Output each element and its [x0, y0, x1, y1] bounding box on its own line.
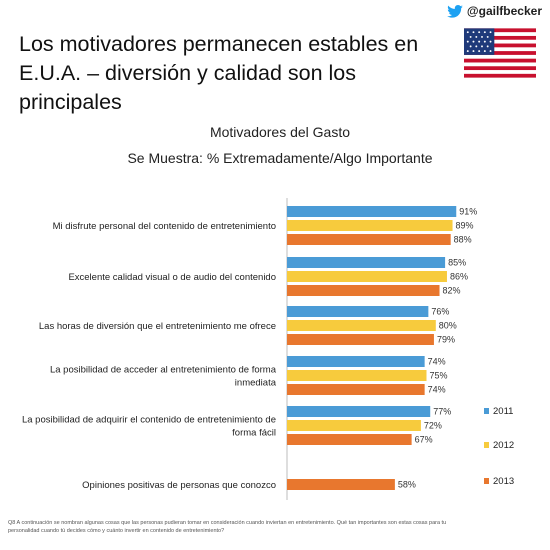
bar [287, 220, 453, 231]
bar-chart: 91% 89% 88% Mi disfrute personal del conten… [22, 198, 514, 500]
data-label: 80% [439, 321, 457, 331]
data-label: 89% [456, 221, 474, 231]
page-title: Los motivadores permanecen estables en E… [19, 32, 419, 114]
bar [287, 271, 447, 282]
bar [287, 406, 431, 417]
category-label: inmediata [235, 378, 277, 389]
legend-label: 2012 [493, 440, 514, 451]
data-label: 67% [415, 435, 433, 445]
category-label: Mi disfrute personal del contenido de en… [53, 221, 276, 232]
bar [287, 434, 412, 445]
data-label: 88% [454, 235, 472, 245]
legend-swatch [484, 478, 489, 484]
legend-label: 2011 [493, 406, 513, 417]
data-label: 86% [450, 272, 468, 282]
bar [287, 206, 457, 217]
bar [287, 285, 440, 296]
data-label: 79% [437, 335, 455, 345]
bar [287, 356, 425, 367]
data-label: 82% [443, 286, 461, 296]
bar [287, 370, 427, 381]
twitter-handle-badge: @gailfbecker [447, 4, 542, 18]
us-flag-icon [464, 28, 536, 78]
data-label: 72% [424, 421, 442, 431]
data-label: 76% [431, 307, 449, 317]
category-label: forma fácil [232, 428, 276, 439]
bar [287, 257, 446, 268]
chart-title: Motivadores del Gasto [209, 124, 351, 140]
category-label: Opiniones positivas de personas que cono… [82, 480, 276, 491]
bar [287, 306, 429, 317]
twitter-handle: @gailfbecker [466, 4, 542, 18]
footnote: Q8 A continuación se nombran algunas cos… [8, 520, 447, 534]
category-label: La posibilidad de adquirir el contenido … [22, 415, 276, 426]
bar [287, 320, 436, 331]
chart-subtitle: Se Muestra: % Extremadamente/Algo Import… [127, 150, 433, 166]
legend-swatch [484, 442, 489, 448]
category-label: Las horas de diversión que el entretenim… [39, 321, 276, 332]
bar [287, 334, 434, 345]
data-label: 58% [398, 480, 416, 490]
bar [287, 234, 451, 245]
data-label: 74% [428, 385, 446, 395]
legend-swatch [484, 408, 489, 414]
data-label: 85% [448, 258, 466, 268]
data-label: 75% [430, 371, 448, 381]
twitter-bird-icon [447, 4, 463, 18]
data-label: 77% [433, 407, 451, 417]
bar [287, 479, 395, 490]
bar [287, 420, 421, 431]
data-label: 74% [428, 357, 446, 367]
category-label: Excelente calidad visual o de audio del … [68, 272, 276, 283]
bar [287, 384, 425, 395]
legend-label: 2013 [493, 476, 514, 487]
data-label: 91% [459, 207, 477, 217]
category-label: La posibilidad de acceder al entretenimi… [50, 365, 277, 376]
